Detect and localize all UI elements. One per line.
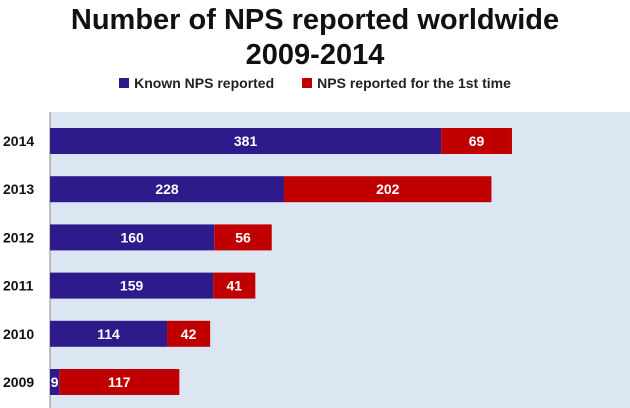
bar-first-time: [59, 369, 180, 395]
bar-known: [50, 369, 60, 395]
category-label: 2013: [3, 181, 34, 197]
category-label: 2014: [3, 133, 34, 149]
bar-known: [50, 176, 285, 203]
data-label-first-time: 42: [181, 326, 197, 342]
chart-subtitle: 2009-2014: [245, 39, 385, 71]
legend-label-known: Known NPS reported: [134, 75, 275, 91]
legend-item-first-time: NPS reported for the 1st time: [302, 75, 511, 91]
bars-group: 2014 381 69 2013 228 202 2012 160 56 2011 159 41 201…: [3, 128, 512, 395]
bar-known: [50, 272, 214, 299]
data-label-known: 381: [234, 133, 258, 149]
data-label-known: 160: [120, 229, 144, 245]
data-label-known: 9: [51, 374, 59, 390]
data-label-first-time: 69: [469, 133, 485, 149]
category-label: 2009: [3, 374, 34, 390]
bar-first-time: [284, 176, 492, 203]
bar-known: [50, 128, 442, 154]
data-label-known: 114: [97, 326, 120, 342]
bar-known: [50, 224, 215, 251]
data-label-known: 228: [155, 181, 179, 197]
data-label-known: 159: [120, 278, 144, 294]
data-label-first-time: 56: [235, 229, 251, 245]
category-label: 2012: [3, 229, 34, 245]
legend: Known NPS reported NPS reported for the …: [0, 75, 630, 91]
data-label-first-time: 202: [376, 181, 400, 197]
data-label-first-time: 117: [108, 374, 131, 390]
bar-first-time: [213, 272, 256, 299]
bar-first-time: [167, 320, 211, 347]
legend-swatch-first-time: [302, 78, 313, 88]
legend-label-first-time: NPS reported for the 1st time: [317, 75, 511, 91]
legend-swatch-known: [119, 78, 130, 88]
bar-known: [50, 320, 168, 347]
chart-title: Number of NPS reported worldwide: [70, 4, 560, 36]
category-label: 2011: [3, 278, 34, 294]
bar-first-time: [214, 224, 272, 251]
bar-first-time: [441, 128, 512, 154]
data-label-first-time: 41: [226, 278, 242, 294]
plot-area: [50, 112, 630, 408]
legend-item-known: Known NPS reported: [119, 75, 274, 91]
category-label: 2010: [3, 326, 34, 342]
